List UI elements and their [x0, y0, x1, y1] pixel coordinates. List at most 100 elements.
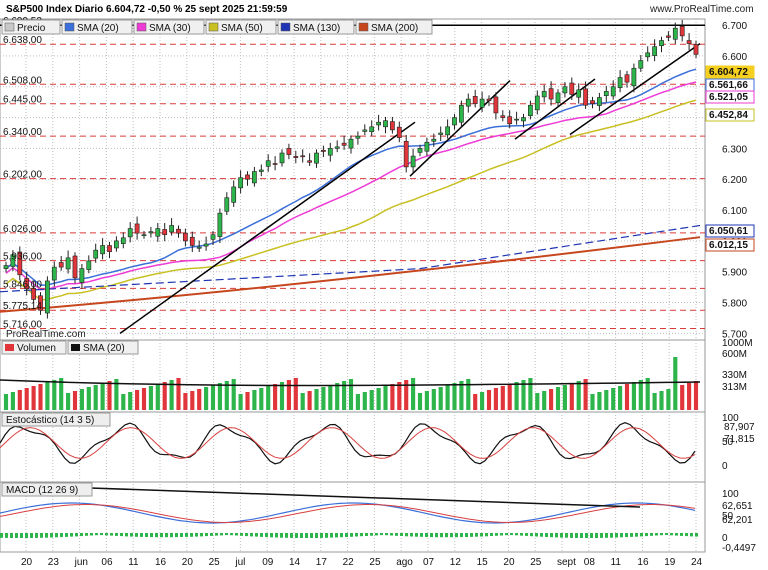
macd-hist-bar: [165, 533, 168, 538]
macd-hist-bar: [435, 533, 438, 538]
x-tick-label: 24: [691, 557, 703, 568]
level-label: 5.716,00: [3, 319, 42, 330]
macd-hist-bar: [210, 533, 213, 536]
volume-bar: [148, 386, 153, 410]
macd-hist-bar: [410, 533, 413, 537]
candle-body: [362, 129, 368, 132]
macd-hist-bar: [70, 533, 73, 537]
candle-body: [3, 265, 9, 269]
macd-hist-bar: [35, 533, 38, 538]
candle-body: [72, 255, 78, 279]
macd-tick-label: 0: [722, 533, 728, 544]
macd-hist-bar: [665, 533, 668, 535]
volume-bar: [348, 379, 354, 410]
macd-hist-bar: [475, 533, 478, 537]
macd-hist-bar: [20, 533, 23, 538]
volume-bar: [549, 389, 554, 410]
macd-panel: [0, 481, 706, 553]
volume-bar: [693, 381, 699, 410]
candle-body: [245, 174, 250, 180]
legend-item: [355, 19, 433, 35]
macd-hist-bar: [115, 533, 118, 536]
macd-legend-text: MACD (12 26 9): [6, 485, 78, 496]
macd-hist-bar: [400, 533, 403, 536]
macd-hist-bar: [105, 533, 108, 536]
macd-hist-bar: [440, 533, 443, 538]
volume-bar: [411, 378, 416, 410]
volume-bar: [583, 379, 588, 410]
volume-bar: [273, 384, 278, 410]
value-tag: [705, 90, 755, 104]
macd-hist-bar: [675, 533, 678, 536]
volume-bar: [10, 392, 15, 410]
macd-hist-bar: [100, 533, 103, 536]
x-tick-label: 09: [262, 557, 274, 568]
level-label: 6.202,00: [3, 170, 42, 181]
legend-swatch: [358, 22, 369, 32]
volume-bar: [390, 384, 395, 410]
macd-hist-bar: [300, 533, 303, 538]
macd-signal-line: [0, 504, 696, 524]
macd-hist-bar: [415, 533, 418, 537]
stoch-tick-label: 50: [722, 437, 734, 448]
value-tag-label: 6.561,66: [709, 80, 748, 91]
candle-body: [521, 117, 526, 122]
candle-body: [390, 121, 395, 131]
volume-bar: [24, 388, 29, 410]
volume-bar: [431, 389, 436, 410]
candle-body: [141, 234, 147, 237]
candle-body: [590, 100, 595, 104]
volume-bar: [210, 385, 216, 410]
volume-bar: [266, 386, 271, 410]
candle-body: [93, 249, 99, 259]
macd-hist-bar: [655, 533, 658, 536]
macd-hist-bar: [310, 533, 313, 538]
candle-body: [196, 246, 202, 249]
macd-hist-bar: [550, 533, 553, 538]
volume-bar: [17, 390, 22, 410]
volume-bar: [128, 392, 133, 410]
macd-value-label: -0,4497: [722, 543, 756, 554]
volume-bar: [493, 388, 498, 410]
price-legend: Precio SMA (20) SMA (30) SMA (50) SMA (130) S…: [1, 19, 433, 35]
candle-body: [348, 138, 354, 149]
macd-hist-bar: [485, 533, 488, 537]
x-tick-label: 22: [343, 557, 355, 568]
candle-body: [86, 260, 92, 270]
volume-bar: [86, 387, 91, 410]
volume-bar: [618, 386, 623, 410]
x-tick-label: 25: [530, 557, 542, 568]
candle-body: [51, 266, 57, 281]
macd-hist-bar: [530, 533, 533, 537]
volume-bar: [31, 386, 36, 410]
x-tick-label: jul: [234, 557, 245, 568]
volume-bar: [59, 378, 64, 410]
volume-bar: [535, 393, 540, 410]
candle-body: [431, 138, 437, 142]
candle-body: [176, 228, 181, 234]
macd-hist-bar: [50, 533, 53, 538]
volume-bar: [224, 381, 229, 410]
volume-bars: [0, 357, 701, 410]
x-tick-label: 07: [423, 557, 435, 568]
candle-body: [624, 74, 630, 83]
macd-hist-bar: [620, 533, 623, 538]
macd-hist-bar: [60, 533, 63, 538]
candle-body: [341, 142, 347, 146]
macd-hist-bar: [185, 533, 188, 537]
macd-hist-bar: [460, 533, 463, 538]
volume-bar: [321, 387, 326, 410]
volume-bar: [238, 394, 243, 410]
volume-tick-label: 1000M: [722, 338, 753, 349]
macd-hist-bar: [330, 533, 333, 538]
volume-bar: [204, 387, 209, 410]
sma50-line: [5, 99, 697, 301]
sma30-line: [5, 81, 697, 291]
macd-hist-bar: [395, 533, 398, 536]
macd-hist-bar: [685, 533, 688, 537]
volume-value-label: 313M: [722, 382, 747, 393]
macd-hist-bar: [10, 533, 13, 538]
candle-body: [314, 152, 319, 164]
legend-swatch: [71, 344, 80, 351]
value-tag: [705, 65, 755, 79]
